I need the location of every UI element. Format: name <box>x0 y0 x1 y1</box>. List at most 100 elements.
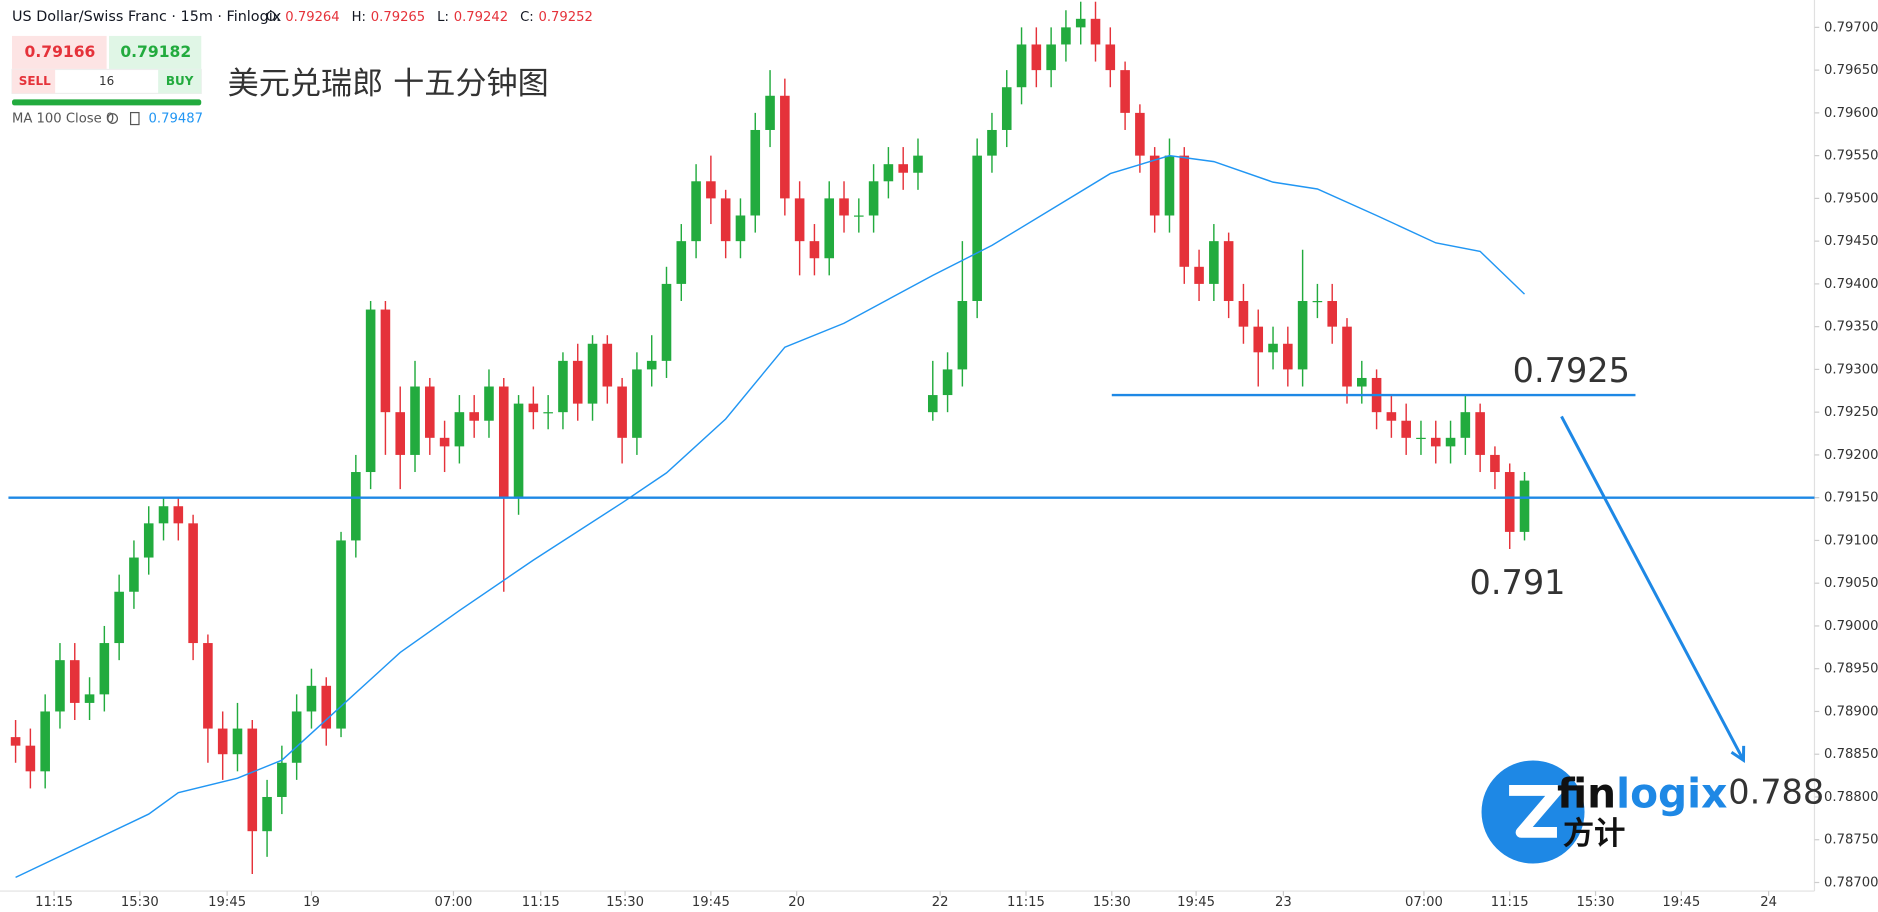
candle-body <box>602 343 613 387</box>
x-tick-label: 15:30 <box>121 895 159 910</box>
y-tick-label: 0.78750 <box>1824 833 1878 848</box>
candle-body <box>942 369 953 396</box>
candle-body <box>1135 112 1145 156</box>
logo-mark <box>1509 785 1563 838</box>
candle-body <box>365 309 376 473</box>
y-tick-label: 0.78800 <box>1824 790 1878 805</box>
candle-body <box>40 711 50 772</box>
y-tick-label: 0.79150 <box>1824 491 1878 506</box>
candle-body <box>750 129 761 216</box>
candle-body <box>173 506 184 524</box>
candle-body <box>794 198 805 242</box>
x-tick-label: 11:15 <box>35 895 73 910</box>
candle-body <box>528 403 539 413</box>
candle-body <box>1430 437 1441 447</box>
candle-body <box>1061 27 1071 45</box>
candle-body <box>380 309 391 413</box>
candle-body <box>1490 454 1500 473</box>
candle-body <box>839 198 849 216</box>
candle-body <box>1445 437 1456 447</box>
candle-body <box>1179 155 1190 267</box>
y-tick-label: 0.79700 <box>1824 20 1878 35</box>
candle-body <box>1386 412 1397 421</box>
ohlc-label: L: <box>437 10 449 25</box>
buy-tag[interactable] <box>158 69 202 94</box>
x-tick-label: 15:30 <box>1577 895 1615 910</box>
buy-price: 0.79182 <box>120 43 191 61</box>
ohlc-value: 0.79242 <box>454 10 508 25</box>
sell-label: SELL <box>19 74 51 88</box>
candle-body <box>646 360 657 370</box>
x-tick-label: 19:45 <box>208 895 246 910</box>
chart-title: 美元兑瑞郎 十五分钟图 <box>228 66 549 102</box>
candle-body <box>188 523 198 644</box>
y-tick-label: 0.79000 <box>1824 619 1878 634</box>
x-tick-label: 15:30 <box>606 895 644 910</box>
candle-body <box>1519 480 1530 532</box>
candle-body <box>84 694 95 703</box>
x-tick-label: 19:45 <box>692 895 730 910</box>
candle-body <box>1164 155 1175 216</box>
y-tick-label: 0.79400 <box>1824 277 1878 292</box>
candle-body <box>898 164 908 173</box>
candle-body <box>203 643 213 729</box>
y-tick-label: 0.79500 <box>1824 191 1878 206</box>
candle-body <box>1401 420 1411 438</box>
candle-body <box>1120 70 1130 113</box>
ma-line <box>15 154 1526 879</box>
candle-body <box>306 685 317 712</box>
candle-body <box>1342 326 1352 387</box>
candle-body <box>1253 326 1264 353</box>
candle-body <box>972 155 982 302</box>
candle-body <box>69 660 80 703</box>
candle-body <box>765 95 775 130</box>
candle-body <box>883 164 894 182</box>
delete-icon[interactable] <box>129 111 140 126</box>
buy-box[interactable] <box>109 35 202 70</box>
candle-body <box>1357 377 1367 387</box>
y-tick-label: 0.79450 <box>1824 234 1878 249</box>
candle-body <box>957 301 968 370</box>
x-tick-label: 23 <box>1275 895 1292 910</box>
sell-tag[interactable] <box>12 69 56 94</box>
candle-body <box>1090 18 1101 45</box>
candle-body <box>676 241 687 284</box>
candle-body <box>469 412 479 421</box>
y-tick-label: 0.79350 <box>1824 320 1878 335</box>
y-tick-label: 0.78900 <box>1824 704 1878 719</box>
candle-body <box>351 472 361 541</box>
candle-body <box>454 412 465 447</box>
candle-body <box>868 181 879 216</box>
candle-body <box>25 745 36 772</box>
sell-box[interactable] <box>12 35 107 70</box>
ohlc-value: 0.79265 <box>371 10 425 25</box>
candle-body <box>129 557 139 592</box>
y-tick-label: 0.79550 <box>1824 149 1878 164</box>
candle-body <box>1416 437 1426 440</box>
candle-body <box>1312 301 1323 303</box>
candle-body <box>484 386 494 421</box>
candle-body <box>854 215 864 217</box>
candle-body <box>1194 266 1204 284</box>
symbol: US Dollar/Swiss Franc · 15m · Finlogix <box>12 9 282 25</box>
candle-body <box>513 403 524 498</box>
logo-text: finlogix <box>1557 769 1727 817</box>
candle-body <box>277 762 287 797</box>
candle-body <box>1016 44 1027 88</box>
x-tick-label: 11:15 <box>1491 895 1529 910</box>
arrow-head <box>1730 745 1746 763</box>
candle-body <box>10 737 21 746</box>
candle-body <box>1209 241 1219 284</box>
settings-icon[interactable] <box>107 113 119 124</box>
candle-body <box>1297 301 1308 370</box>
y-tick-label: 0.78700 <box>1824 875 1878 890</box>
y-tick-label: 0.79300 <box>1824 362 1878 377</box>
candle-body <box>1149 155 1160 216</box>
candle-body <box>809 241 820 259</box>
candle-body <box>425 386 435 438</box>
candle-body <box>661 283 672 361</box>
candle-body <box>336 540 346 729</box>
candle-body <box>572 360 583 404</box>
